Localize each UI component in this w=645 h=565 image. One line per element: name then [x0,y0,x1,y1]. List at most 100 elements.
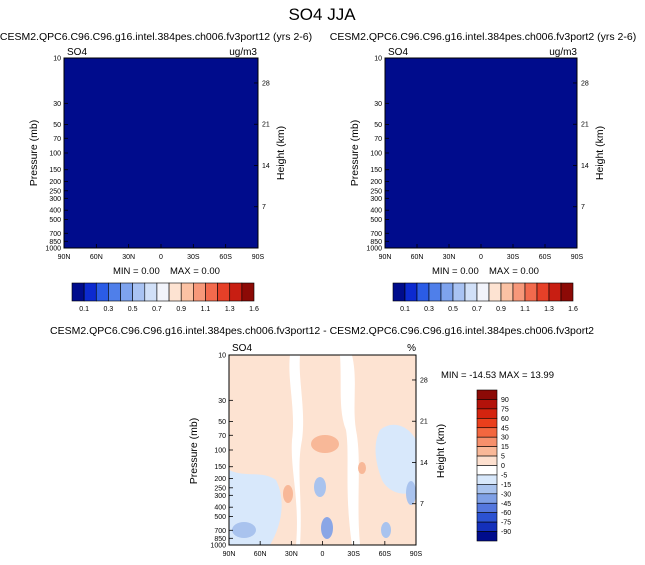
colorbar-swatch [488,282,502,302]
colorbar-swatch [120,282,133,302]
panel-3-y2label: Height (km) [435,424,447,478]
colorbar-label: 1.3 [225,306,235,313]
colorbar-label: 0.5 [448,306,458,313]
diff-blob-negative-surface-south [381,522,391,538]
colorbar-swatch [108,282,121,302]
colorbar-swatch [476,389,498,400]
y-tick-label: 300 [370,196,382,203]
y-tick-label: 500 [370,217,382,224]
panel-2-right-label: ug/m3 [549,47,577,58]
panel-1-y2label: Height (km) [275,126,287,180]
panel-2-max: MAX = 0.00 [489,266,539,277]
y-tick-label: 150 [214,464,226,471]
y-tick-label: 400 [49,208,61,215]
y-tick-label: 100 [214,448,226,455]
colorbar-label: 60 [501,416,509,423]
y2-tick-label: 28 [581,80,589,87]
diff-region-south-mid [375,424,416,494]
x-tick-label: 0 [159,254,163,261]
panel-2-x-ticks: 90N 60N 30N 0 30S 60S 90S [379,244,584,261]
y-tick-label: 200 [214,476,226,483]
panel-3-colorbar: 90 75 60 45 30 15 5 0 -5 -15 -30 -45 -60 -75 -90 [476,389,511,542]
panel-3-y2-ticks: 28 21 14 7 [412,377,428,508]
y-tick-label: 70 [53,136,61,143]
colorbar-swatch [144,282,158,302]
page-title: SO4 JJA [288,5,356,24]
y-tick-label: 400 [370,208,382,215]
x-tick-label: 60S [539,254,552,261]
colorbar-swatch [71,282,85,302]
x-tick-label: 90S [252,254,265,261]
panel-1-right-label: ug/m3 [229,47,257,58]
panel-1-left-label: SO4 [67,47,87,58]
y-tick-label: 30 [218,398,226,405]
y-tick-label: 10 [374,56,382,63]
colorbar-label: 90 [501,397,509,404]
colorbar-label: -5 [501,472,507,479]
diff-blob-negative-surface-west [232,522,256,538]
x-tick-label: 90S [571,254,584,261]
y2-tick-label: 14 [420,460,428,467]
x-tick-label: 60N [90,254,103,261]
y-tick-label: 30 [53,101,61,108]
y-tick-label: 700 [214,528,226,535]
y2-tick-label: 7 [420,501,424,508]
colorbar-label: 0.1 [79,306,89,313]
colorbar-swatch [476,531,498,542]
y-tick-label: 850 [370,239,382,246]
colorbar-swatch [156,282,170,302]
colorbar-swatch [476,446,498,457]
x-tick-label: 0 [321,551,325,558]
colorbar-swatch [500,282,514,302]
colorbar-swatch [83,282,97,302]
y-tick-label: 70 [218,433,226,440]
y-tick-label: 50 [374,122,382,129]
colorbar-swatch [180,282,194,302]
colorbar-swatch [476,427,498,438]
x-tick-label: 60N [254,551,267,558]
colorbar-label: -30 [501,491,511,498]
panel-2-min: MIN = 0.00 [432,266,479,277]
colorbar-label: 0.3 [104,306,114,313]
colorbar-swatch [476,455,498,466]
diff-blob-negative-surface-equator [321,517,333,539]
y-tick-label: 1000 [45,246,61,253]
colorbar-label: 0.7 [152,306,162,313]
y2-tick-label: 14 [262,163,270,170]
colorbar-swatch [205,282,218,302]
panel-2-y2label: Height (km) [594,126,606,180]
x-tick-label: 30S [187,254,200,261]
colorbar-swatch [428,282,442,302]
colorbar-label: -90 [501,529,511,536]
colorbar-swatch [476,418,498,429]
y-tick-label: 70 [374,136,382,143]
colorbar-swatch [524,282,538,302]
colorbar-label: 1.1 [201,306,211,313]
y2-tick-label: 28 [262,80,270,87]
colorbar-label: 1.6 [249,306,259,313]
y-tick-label: 150 [49,167,61,174]
y2-tick-label: 21 [262,122,270,129]
panel-2-title: CESM2.QPC6.C96.C96.g16.intel.384pes.ch00… [330,31,636,43]
y-tick-label: 500 [49,217,61,224]
colorbar-label: 0.3 [424,306,434,313]
panel-3-right-label: % [407,343,416,354]
colorbar-swatch [464,282,478,302]
x-tick-label: 60S [219,254,232,261]
y-tick-label: 100 [49,151,61,158]
x-tick-label: 30S [347,551,360,558]
colorbar-swatch [536,282,550,302]
panel-3-ylabel: Pressure (mb) [188,418,200,485]
colorbar-swatch [95,282,109,302]
colorbar-label: 1.6 [568,306,578,313]
y-tick-label: 50 [218,419,226,426]
y-tick-label: 250 [370,188,382,195]
colorbar-label: 0.1 [400,306,410,313]
y-tick-label: 10 [218,353,226,360]
colorbar-swatch [548,282,562,302]
y-tick-label: 100 [370,151,382,158]
panel-2: CESM2.QPC6.C96.C96.g16.intel.384pes.ch00… [330,31,636,313]
colorbar-label: 5 [501,454,505,461]
